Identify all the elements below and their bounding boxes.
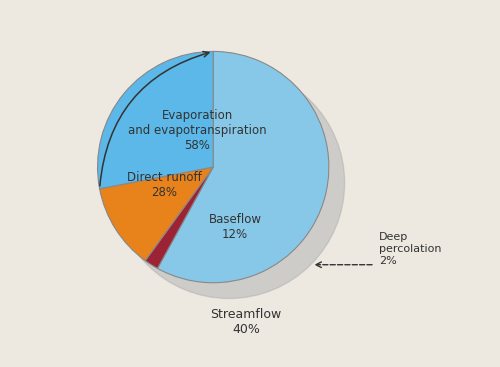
Text: Deep
percolation
2%: Deep percolation 2% (379, 232, 442, 266)
Wedge shape (145, 167, 213, 268)
Ellipse shape (114, 67, 344, 298)
Text: Evaporation
and evapotranspiration
58%: Evaporation and evapotranspiration 58% (128, 109, 266, 152)
Wedge shape (100, 167, 213, 261)
Text: Streamflow
40%: Streamflow 40% (210, 308, 282, 336)
Text: Direct runoff
28%: Direct runoff 28% (127, 171, 202, 199)
Wedge shape (158, 51, 329, 283)
Wedge shape (98, 51, 213, 189)
Text: Baseflow
12%: Baseflow 12% (208, 213, 262, 241)
